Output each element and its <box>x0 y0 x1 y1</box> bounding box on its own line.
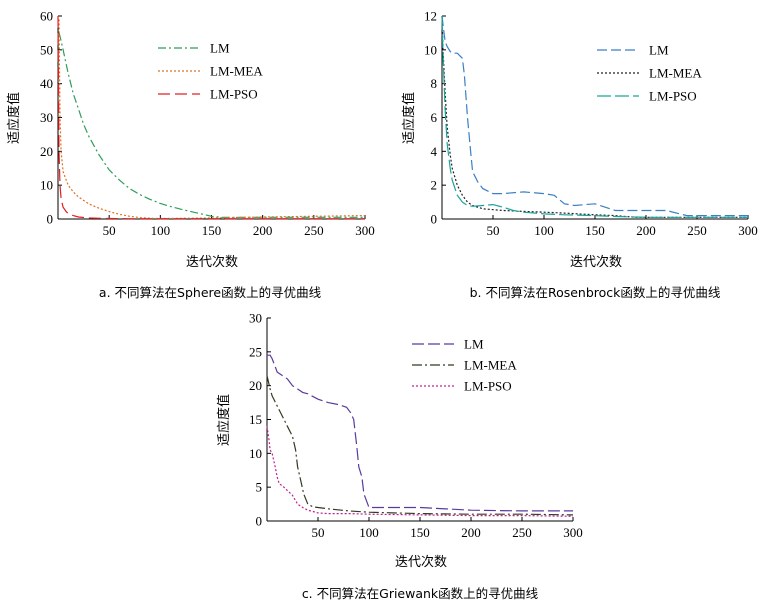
x-tick-label: 150 <box>585 223 605 238</box>
chart-caption: b. 不同算法在Rosenbrock函数上的寻优曲线 <box>470 285 721 300</box>
x-axis-label: 迭代次数 <box>570 254 622 270</box>
legend-label-lm: LM <box>649 43 669 58</box>
legend-label-lm-pso: LM-PSO <box>210 87 258 102</box>
series-line-lm-pso <box>57 15 365 220</box>
x-tick-label: 50 <box>103 223 116 238</box>
legend-label-lm: LM <box>210 41 230 56</box>
y-tick-label: 30 <box>40 110 53 125</box>
legend-label-lm-mea: LM-MEA <box>464 358 517 373</box>
legend-label-lm-pso: LM-PSO <box>649 89 697 104</box>
y-tick-label: 0 <box>256 514 263 529</box>
chart-caption: a. 不同算法在Sphere函数上的寻优曲线 <box>99 285 322 300</box>
legend-label-lm: LM <box>464 337 484 352</box>
y-tick-label: 40 <box>40 76 53 91</box>
y-tick-label: 30 <box>249 311 262 326</box>
x-axis-label: 迭代次数 <box>395 554 447 570</box>
y-tick-label: 25 <box>249 344 262 359</box>
chart-caption: c. 不同算法在Griewank函数上的寻优曲线 <box>302 586 539 601</box>
y-tick-label: 0 <box>431 212 438 227</box>
x-tick-label: 100 <box>359 525 379 540</box>
y-tick-label: 4 <box>431 144 438 159</box>
y-tick-label: 50 <box>40 42 53 57</box>
series-line-lm-pso <box>266 426 574 517</box>
chart-3: 0 5 10 15 20 25 30 50 100 150 200 250 300 迭代次数 适应度值 LM L… <box>216 311 583 602</box>
x-tick-label: 200 <box>636 223 656 238</box>
series-line-lm <box>267 354 573 512</box>
y-tick-label: 2 <box>431 178 438 193</box>
y-tick-label: 8 <box>431 76 438 91</box>
legend-label-lm-pso: LM-PSO <box>464 379 512 394</box>
x-tick-label: 150 <box>202 223 222 238</box>
x-tick-label: 50 <box>487 223 500 238</box>
y-tick-label: 10 <box>40 178 53 193</box>
y-tick-label: 15 <box>249 412 262 427</box>
chart-2: 0 2 4 6 8 10 12 50 100 150 200 250 300 迭代次数 适应度值 LM LM-M… <box>401 9 758 301</box>
x-tick-label: 200 <box>253 223 273 238</box>
x-tick-label: 250 <box>304 223 324 238</box>
y-tick-label: 60 <box>40 9 53 24</box>
x-tick-label: 100 <box>151 223 171 238</box>
x-tick-label: 300 <box>355 223 375 238</box>
y-tick-label: 12 <box>424 9 437 24</box>
series-line-lm-mea <box>266 375 574 516</box>
series-line-lm-mea <box>58 19 366 220</box>
y-tick-label: 10 <box>424 42 437 57</box>
x-tick-label: 300 <box>738 223 758 238</box>
x-tick-label: 300 <box>563 525 583 540</box>
y-axis-label: 适应度值 <box>216 394 232 446</box>
series-line-lm-mea <box>441 15 748 218</box>
x-tick-label: 150 <box>410 525 430 540</box>
legend-label-lm-mea: LM-MEA <box>649 66 702 81</box>
y-tick-label: 20 <box>249 378 262 393</box>
series-line-lm <box>58 32 365 218</box>
y-tick-label: 20 <box>40 144 53 159</box>
y-tick-label: 5 <box>256 480 263 495</box>
y-tick-label: 10 <box>249 446 262 461</box>
y-tick-label: 6 <box>431 110 438 125</box>
x-tick-label: 200 <box>461 525 481 540</box>
x-tick-label: 250 <box>512 525 532 540</box>
y-axis-label: 适应度值 <box>401 92 417 144</box>
legend-label-lm-mea: LM-MEA <box>210 64 263 79</box>
y-axis-label: 适应度值 <box>6 92 22 144</box>
x-tick-label: 50 <box>312 525 325 540</box>
chart-1: 0 10 20 30 40 50 60 50 100 150 200 250 300 迭代次数 适应度值 LM… <box>6 9 375 301</box>
x-axis-label: 迭代次数 <box>186 254 238 270</box>
x-tick-label: 100 <box>534 223 554 238</box>
y-tick-label: 0 <box>47 212 54 227</box>
series-line-lm-pso <box>441 15 748 218</box>
x-tick-label: 250 <box>687 223 707 238</box>
series-line-lm <box>441 15 748 217</box>
